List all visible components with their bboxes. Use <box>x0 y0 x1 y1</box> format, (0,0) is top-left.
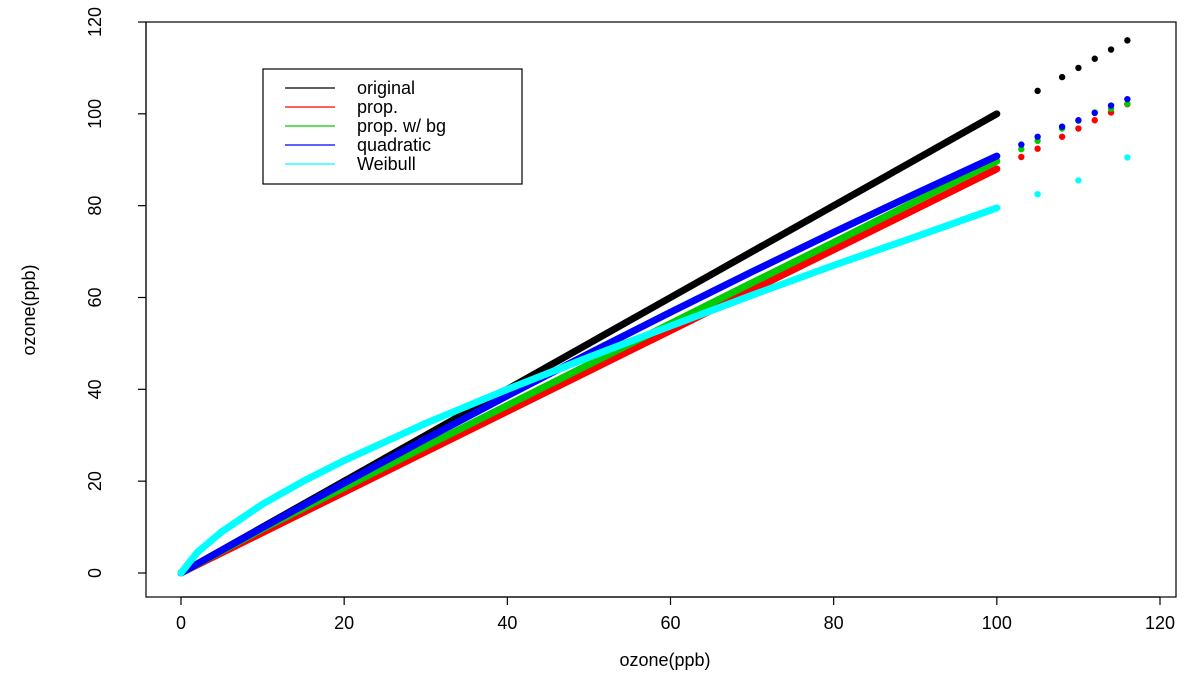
data-point <box>1034 190 1041 198</box>
data-point <box>1091 55 1098 62</box>
data-point <box>1075 117 1082 124</box>
legend-label: quadratic <box>357 135 431 155</box>
data-point <box>1075 177 1082 184</box>
x-axis: 0 20 40 60 80 100 120 <box>176 596 1175 633</box>
data-point <box>1107 46 1115 53</box>
data-point <box>1018 145 1025 153</box>
x-ticks: 0 20 40 60 80 100 120 <box>176 597 1175 633</box>
data-point <box>1034 145 1041 152</box>
data-point <box>1124 37 1131 44</box>
legend-label: Weibull <box>357 154 416 174</box>
x-tick-label: 20 <box>334 613 354 633</box>
data-point <box>1058 123 1066 130</box>
data-point <box>1018 141 1025 148</box>
data-point <box>1091 117 1098 124</box>
plot-area <box>145 21 1177 598</box>
series-line <box>177 165 1001 577</box>
y-tick-label: 40 <box>85 379 105 399</box>
data-point <box>1124 95 1131 103</box>
legend-label: prop. w/ bg <box>357 116 446 136</box>
data-point <box>177 569 185 577</box>
y-tick-label: 80 <box>85 196 105 216</box>
x-tick-label: 80 <box>824 613 844 633</box>
data-point <box>1075 64 1082 72</box>
series-line <box>177 157 1001 577</box>
data-point <box>1124 100 1131 107</box>
x-tick-label: 40 <box>497 613 517 633</box>
data-point <box>1124 154 1131 161</box>
legend-label: original <box>357 78 415 98</box>
x-tick-label: 60 <box>660 613 680 633</box>
x-tick-label: 100 <box>982 613 1012 633</box>
y-tick-label: 20 <box>85 471 105 491</box>
y-tick-label: 100 <box>85 99 105 129</box>
y-ticks: 0 20 40 60 80 100 120 <box>85 7 146 578</box>
x-tick-label: 0 <box>176 613 186 633</box>
data-point <box>1075 125 1082 132</box>
series-line <box>177 204 1001 577</box>
y-tick-label: 120 <box>85 7 105 37</box>
data-point <box>1107 102 1115 109</box>
data-point <box>1034 133 1041 140</box>
x-tick-label: 120 <box>1145 613 1175 633</box>
data-point <box>1058 73 1066 81</box>
data-point <box>1034 87 1041 95</box>
y-axis: 0 20 40 60 80 100 120 <box>85 7 147 578</box>
series-layer <box>177 37 1131 577</box>
y-axis-title: ozone(ppb) <box>19 264 39 355</box>
series-weibull <box>177 154 1131 577</box>
legend-label: prop. <box>357 97 398 117</box>
y-tick-label: 60 <box>85 287 105 307</box>
data-point <box>1018 153 1025 161</box>
x-axis-title: ozone(ppb) <box>619 650 710 670</box>
data-point <box>1058 133 1066 140</box>
y-tick-label: 0 <box>85 568 105 578</box>
data-point <box>1091 109 1098 117</box>
